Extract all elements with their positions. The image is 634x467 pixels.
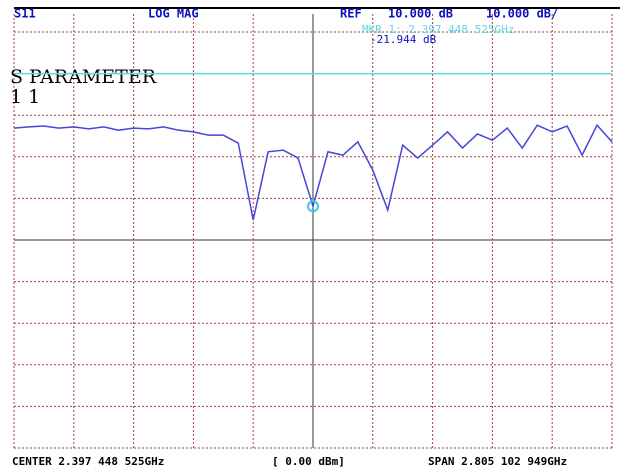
ref-label: REF (340, 7, 362, 21)
center-frequency: CENTER 2.397 448 525GHz (12, 455, 164, 467)
trace (13, 123, 613, 221)
span: SPAN 2.805 102 949GHz (428, 455, 567, 467)
format: LOG MAG (148, 7, 199, 21)
power: [ 0.00 dBm] (272, 455, 345, 467)
marker-label: MKR 1: 2.397 448 525GHz (362, 23, 514, 36)
marker (307, 200, 319, 213)
marker-value: -21.944 dB (370, 33, 437, 46)
channel: S11 (14, 7, 36, 21)
title: S PARAMETER (10, 66, 157, 88)
scale: 10.000 dB/ (486, 7, 558, 21)
subtitle: 1 1 (10, 86, 40, 108)
grid (13, 14, 613, 449)
ref-value: 10.000 dB (388, 7, 453, 21)
